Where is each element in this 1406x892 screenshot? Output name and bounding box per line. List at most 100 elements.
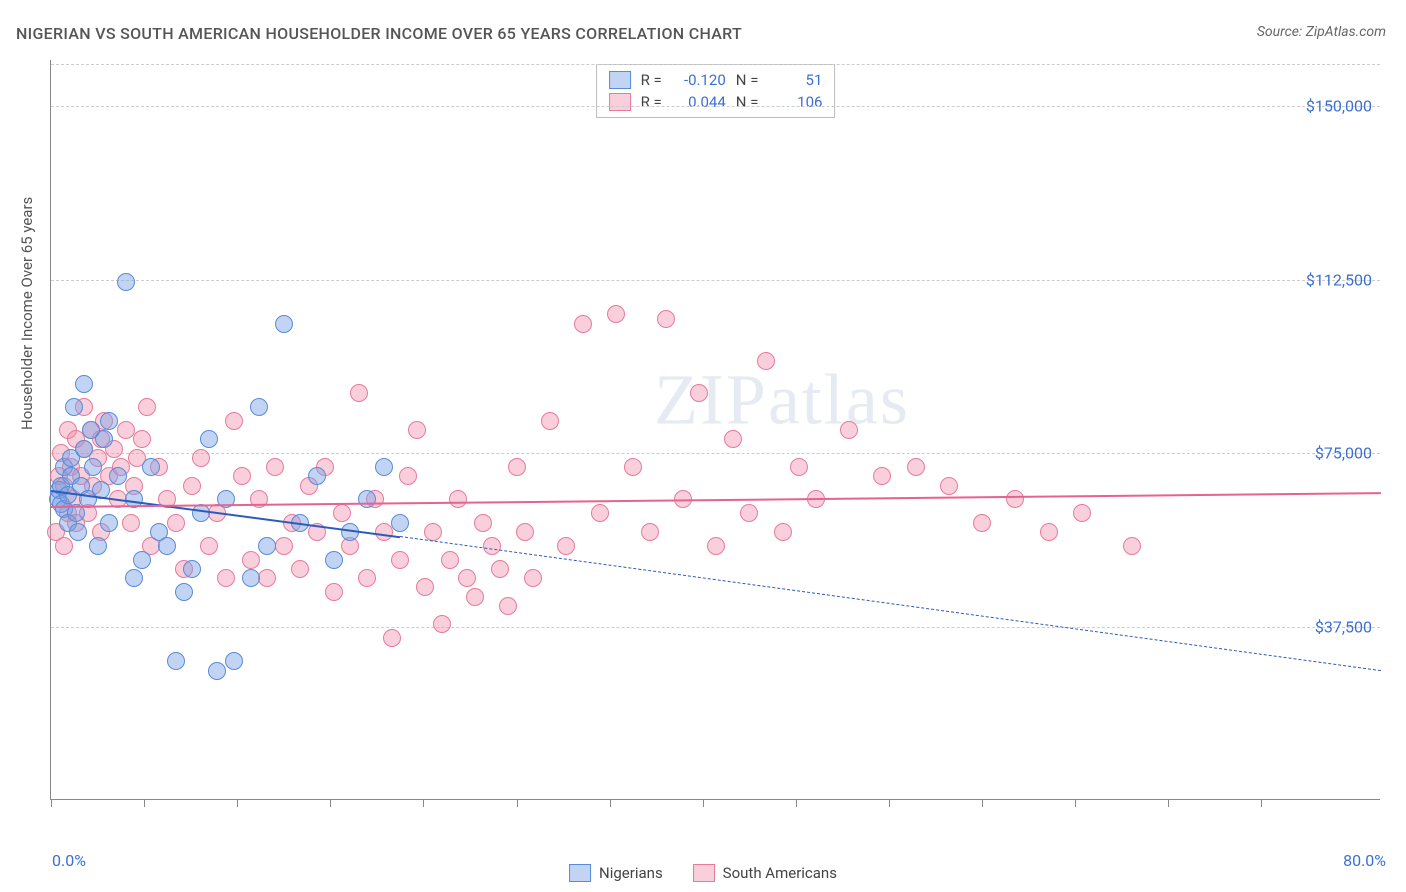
legend-r-label: R =	[641, 93, 662, 111]
scatter-point	[75, 440, 93, 458]
watermark-text: ZIPatlas	[654, 358, 910, 441]
x-axis-min-label: 0.0%	[52, 851, 86, 870]
scatter-point	[1123, 537, 1141, 555]
scatter-point	[55, 537, 73, 555]
gridline	[51, 106, 1380, 107]
x-tick	[703, 799, 704, 807]
scatter-point	[416, 578, 434, 596]
scatter-point	[258, 537, 276, 555]
chart-title: NIGERIAN VS SOUTH AMERICAN HOUSEHOLDER I…	[16, 24, 742, 43]
x-tick	[423, 799, 424, 807]
scatter-point	[175, 583, 193, 601]
scatter-point	[242, 551, 260, 569]
scatter-point	[499, 597, 517, 615]
scatter-point	[109, 467, 127, 485]
correlation-legend: R =-0.120N =51R =0.044N =106	[596, 64, 836, 118]
scatter-point	[383, 629, 401, 647]
x-tick	[889, 799, 890, 807]
scatter-point	[524, 569, 542, 587]
x-tick	[51, 799, 52, 807]
scatter-point	[183, 560, 201, 578]
legend-item: South Americans	[693, 864, 837, 882]
gridline	[51, 280, 1380, 281]
scatter-point	[458, 569, 476, 587]
scatter-point	[89, 537, 107, 555]
scatter-point	[325, 583, 343, 601]
scatter-point	[707, 537, 725, 555]
scatter-point	[424, 523, 442, 541]
y-tick-label: $150,000	[1306, 97, 1372, 116]
scatter-point	[740, 504, 758, 522]
scatter-point	[873, 467, 891, 485]
chart-container: NIGERIAN VS SOUTH AMERICAN HOUSEHOLDER I…	[0, 0, 1406, 892]
scatter-point	[117, 273, 135, 291]
scatter-point	[122, 514, 140, 532]
scatter-point	[657, 310, 675, 328]
scatter-point	[125, 569, 143, 587]
scatter-point	[1006, 490, 1024, 508]
scatter-point	[69, 523, 87, 541]
legend-n-label: N =	[736, 93, 759, 111]
scatter-point	[217, 569, 235, 587]
legend-item: Nigerians	[569, 864, 663, 882]
scatter-point	[350, 384, 368, 402]
gridline	[51, 453, 1380, 454]
scatter-point	[275, 315, 293, 333]
x-tick	[1075, 799, 1076, 807]
x-tick	[330, 799, 331, 807]
scatter-point	[291, 560, 309, 578]
legend-label: South Americans	[723, 864, 837, 882]
scatter-point	[491, 560, 509, 578]
scatter-point	[233, 467, 251, 485]
scatter-point	[399, 467, 417, 485]
scatter-point	[624, 458, 642, 476]
source-attribution: Source: ZipAtlas.com	[1257, 24, 1386, 40]
scatter-point	[200, 537, 218, 555]
legend-n-value: 106	[768, 93, 822, 111]
scatter-point	[541, 412, 559, 430]
x-tick	[796, 799, 797, 807]
scatter-point	[774, 523, 792, 541]
scatter-point	[433, 615, 451, 633]
scatter-point	[375, 523, 393, 541]
y-tick-label: $37,500	[1315, 617, 1372, 636]
scatter-point	[757, 352, 775, 370]
scatter-point	[133, 430, 151, 448]
scatter-point	[907, 458, 925, 476]
x-tick	[610, 799, 611, 807]
legend-row: R = -0.120 N = 51	[609, 69, 823, 91]
scatter-point	[940, 477, 958, 495]
x-tick	[517, 799, 518, 807]
legend-label: Nigerians	[599, 864, 663, 882]
y-tick-label: $112,500	[1306, 270, 1372, 289]
scatter-point	[200, 430, 218, 448]
legend-row: R =0.044N =106	[609, 91, 823, 113]
scatter-point	[258, 569, 276, 587]
legend-r-value: -0.120	[672, 71, 726, 89]
legend-swatch	[609, 93, 631, 111]
plot-area: ZIPatlas R =-0.120N =51R =0.044N =106 $3…	[50, 60, 1380, 800]
scatter-point	[474, 514, 492, 532]
scatter-point	[441, 551, 459, 569]
scatter-point	[308, 467, 326, 485]
legend-r-label: R =	[641, 71, 662, 89]
scatter-point	[325, 551, 343, 569]
scatter-point	[358, 569, 376, 587]
scatter-point	[100, 412, 118, 430]
scatter-point	[641, 523, 659, 541]
gridline	[51, 64, 1380, 65]
scatter-point	[1040, 523, 1058, 541]
scatter-point	[84, 458, 102, 476]
scatter-point	[358, 490, 376, 508]
x-tick	[144, 799, 145, 807]
legend-n-value: 51	[768, 71, 822, 89]
legend-swatch	[569, 864, 591, 882]
scatter-point	[208, 662, 226, 680]
scatter-point	[192, 449, 210, 467]
scatter-point	[225, 652, 243, 670]
x-tick	[237, 799, 238, 807]
scatter-point	[167, 652, 185, 670]
scatter-point	[138, 398, 156, 416]
scatter-point	[167, 514, 185, 532]
legend-n-label: N =	[736, 71, 759, 89]
